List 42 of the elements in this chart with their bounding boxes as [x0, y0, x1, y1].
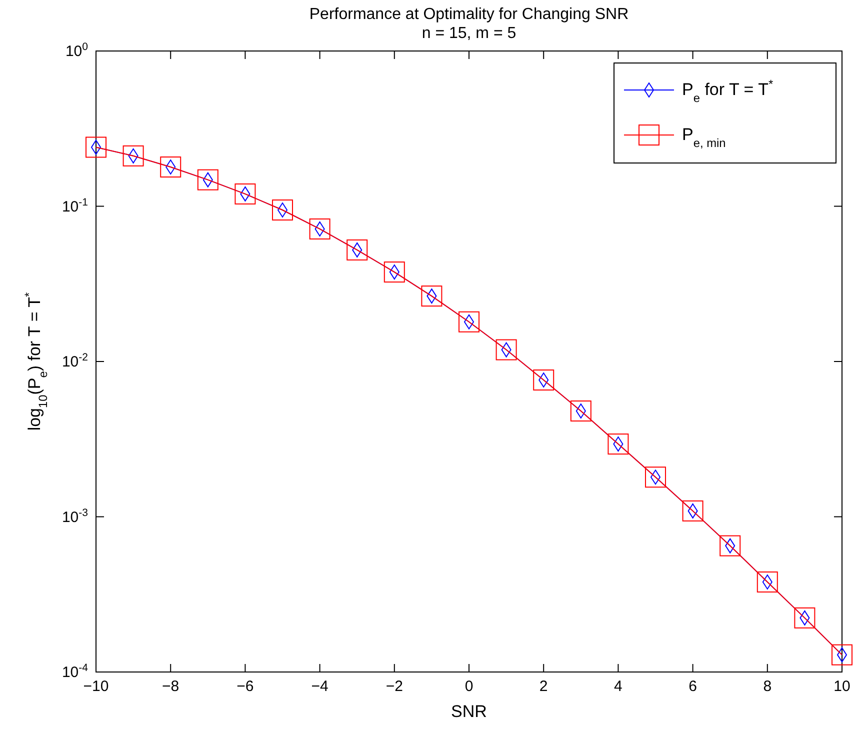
- point: [272, 199, 293, 220]
- point: [832, 644, 852, 666]
- point: [794, 607, 816, 628]
- point: [346, 239, 368, 260]
- point: [608, 434, 629, 455]
- x-tick-label: 6: [688, 678, 697, 695]
- x-tick-label: 2: [539, 678, 548, 695]
- point: [682, 500, 704, 522]
- point: [160, 156, 182, 178]
- point: [533, 370, 554, 391]
- point: [421, 286, 442, 307]
- x-tick-label: −8: [162, 678, 180, 695]
- point: [309, 218, 330, 240]
- point: [234, 183, 256, 204]
- x-tick-label: −4: [311, 678, 328, 695]
- y-tick-label: 10$^{-4}$: [62, 662, 88, 681]
- legend-label: P$_{e, min}$: [682, 125, 726, 150]
- x-axis-title: SNR: [451, 702, 487, 721]
- point: [570, 400, 592, 422]
- x-tick-label: 0: [464, 678, 474, 695]
- x-tick-label: 4: [614, 678, 622, 695]
- point: [384, 262, 405, 283]
- x-tick-label: 8: [763, 678, 772, 695]
- x-tick-label: −10: [83, 678, 109, 695]
- y-tick-label: 10$^{0}$: [65, 41, 88, 60]
- y-tick-label: 10$^{-2}$: [62, 352, 88, 370]
- point: [756, 571, 778, 592]
- x-tick-label: −6: [236, 678, 254, 695]
- point: [86, 136, 106, 158]
- point: [720, 535, 741, 556]
- x-tick-label: 10: [834, 678, 850, 695]
- y-tick-label: 10$^{-3}$: [62, 506, 88, 526]
- y-tick-label: 10$^{-1}$: [62, 196, 88, 216]
- point: [122, 145, 144, 166]
- legend-label: P$_{e}$ for T = T$^{*}$: [682, 77, 774, 105]
- chart-subtitle: n = 15, m = 5: [422, 25, 516, 42]
- point: [496, 339, 517, 360]
- point: [458, 311, 480, 332]
- point: [645, 466, 666, 488]
- point: [197, 169, 218, 190]
- x-tick-label: −2: [386, 678, 403, 695]
- chart-title: Performance at Optimality for Changing SNR: [309, 6, 629, 23]
